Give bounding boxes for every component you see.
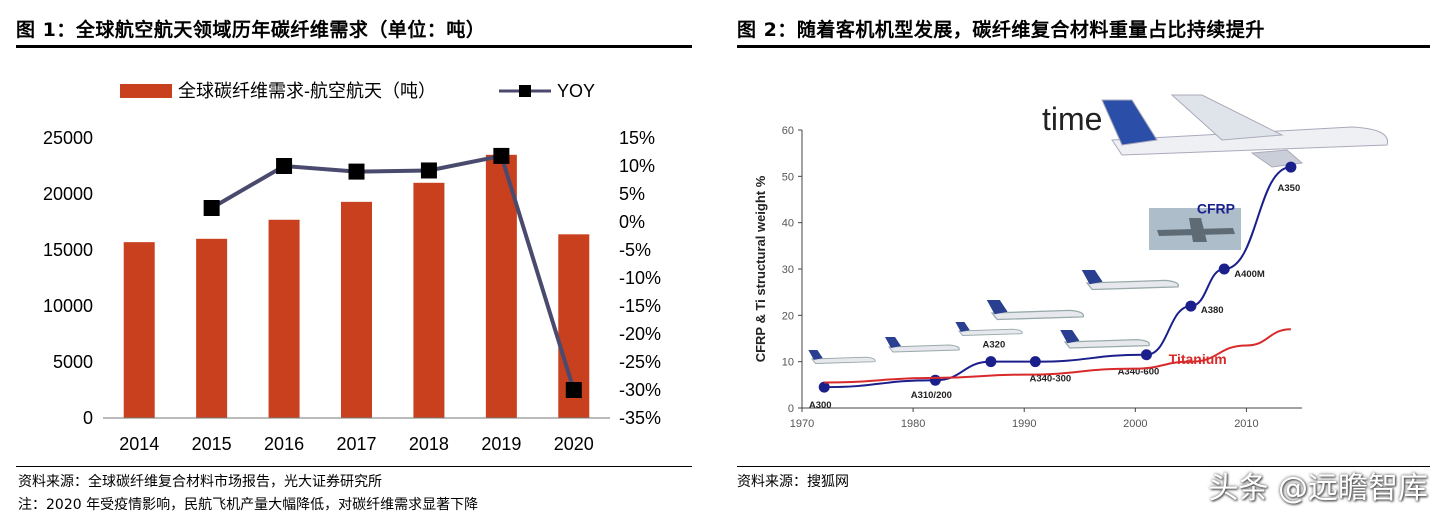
cfrp-point-label: A380 <box>1201 305 1224 316</box>
y2-tick-label: 0% <box>619 212 645 232</box>
y2-tick-label: -15% <box>619 296 661 316</box>
legend-line-label: YOY <box>557 81 595 101</box>
y-tick-label: 30 <box>782 264 794 276</box>
right-title-rule <box>737 45 1430 48</box>
a400m-photo <box>1149 208 1241 250</box>
y-tick-label: 20 <box>782 310 794 322</box>
y-tick-label: 15000 <box>43 240 93 260</box>
time-text: time <box>1042 101 1102 137</box>
x-tick-label: 2014 <box>119 434 159 454</box>
y-axis-label: CFRP & Ti structural weight % <box>753 175 768 362</box>
y2-tick-label: -35% <box>619 408 661 428</box>
aircraft-illustration <box>1081 270 1180 291</box>
y-tick-label: 20000 <box>43 184 93 204</box>
demand-bar-line-chart: 全球碳纤维需求-航空航天（吨） YOY 0 5000 10000 15000 20000 25… <box>43 81 661 454</box>
cfrp-point-label: A300 <box>809 400 832 411</box>
cfrp-point-label: A350 <box>1278 183 1301 194</box>
cfrp-point <box>1185 300 1197 312</box>
yoy-point <box>203 200 220 216</box>
x-tick-label: 2000 <box>1123 418 1147 430</box>
y-tick-label: 10 <box>782 357 794 369</box>
cfrp-point-label: A340-300 <box>1029 374 1071 385</box>
y-tick-label: 60 <box>782 125 794 137</box>
cfrp-point-label: A340-600 <box>1118 367 1160 378</box>
x-tick-label: 1990 <box>1012 418 1036 430</box>
x-tick-label: 2018 <box>409 434 449 454</box>
titanium-line <box>824 328 1291 384</box>
cfrp-point <box>985 356 997 368</box>
y2-tick-label: -30% <box>619 380 661 400</box>
y2-tick-label: -5% <box>619 240 651 260</box>
cfrp-point <box>1285 161 1297 173</box>
y2-tick-label: 5% <box>619 184 645 204</box>
cfrp-point <box>929 374 941 386</box>
y-tick-label: 10000 <box>43 296 93 316</box>
aircraft-illustration <box>1060 330 1150 349</box>
left-source-rule <box>16 466 692 467</box>
demand-bar <box>123 242 155 418</box>
left-note: 注：2020 年受疫情影响，民航飞机产量大幅降低，对碳纤维需求显著下降 <box>18 497 479 513</box>
legend-bar-label: 全球碳纤维需求-航空航天（吨） <box>178 81 436 101</box>
y2-tick-label: 10% <box>619 156 655 176</box>
cfrp-point-label: A400M <box>1234 269 1265 280</box>
yoy-point <box>565 382 582 398</box>
left-title-rule <box>16 45 692 48</box>
y2-tick-label: -10% <box>619 268 661 288</box>
titanium-series-label: Titanium <box>1169 351 1227 367</box>
x-tick-label: 2020 <box>554 434 594 454</box>
demand-bar <box>268 219 300 418</box>
demand-bar <box>485 154 517 419</box>
left-figure-panel: 图 1：全球航空航天领域历年碳纤维需求（单位：吨） 全球碳纤维需求-航空航天（吨… <box>0 0 700 519</box>
x-tick-label: 2016 <box>264 434 304 454</box>
yoy-point <box>493 147 510 164</box>
yoy-point <box>348 163 365 180</box>
right-figure-panel: 图 2：随着客机机型发展，碳纤维复合材料重量占比持续提升 0 10 20 30 40 50… <box>737 0 1442 519</box>
right-figure-title: 图 2：随着客机机型发展，碳纤维复合材料重量占比持续提升 <box>737 19 1265 41</box>
cfrp-point <box>1029 356 1041 368</box>
y-tick-label: 0 <box>83 408 93 428</box>
y-tick-label: 40 <box>782 218 794 230</box>
right-source-rule <box>737 466 1430 467</box>
x-tick-label: 2010 <box>1234 418 1258 430</box>
cfrp-point-label: A320 <box>983 340 1006 351</box>
left-source: 资料来源：全球碳纤维复合材料市场报告，光大证券研究所 <box>18 474 382 490</box>
cfrp-weight-chart: 0 10 20 30 40 50 60 1970 1980 1990 2000 2010 CFRP & … <box>753 94 1389 430</box>
yoy-line <box>210 153 576 391</box>
y-tick-label: 25000 <box>43 128 93 148</box>
y-tick-label: 50 <box>782 171 794 183</box>
cfrp-point <box>1140 349 1152 361</box>
y2-tick-label: -20% <box>619 324 661 344</box>
y2-tick-label: -25% <box>619 352 661 372</box>
y-tick-label: 0 <box>788 403 794 415</box>
yoy-point <box>276 158 293 174</box>
legend-line-marker <box>519 85 531 97</box>
cfrp-point <box>818 381 830 393</box>
legend-bar-swatch <box>120 84 172 98</box>
x-tick-label: 1970 <box>790 418 814 430</box>
a350-aircraft-illustration <box>1101 94 1389 168</box>
left-figure-title: 图 1：全球航空航天领域历年碳纤维需求（单位：吨） <box>16 19 486 41</box>
aircraft-illustration <box>955 322 1023 336</box>
cfrp-series-label: CFRP <box>1197 200 1235 216</box>
y-tick-label: 5000 <box>53 352 93 372</box>
demand-bar <box>413 182 445 418</box>
x-tick-label: 1980 <box>901 418 925 430</box>
x-tick-label: 2019 <box>481 434 521 454</box>
demand-bar <box>341 201 372 418</box>
x-tick-label: 2017 <box>336 434 376 454</box>
cfrp-point <box>1218 263 1230 275</box>
watermark: 头条 @远瞻智库 <box>1208 471 1428 506</box>
aircraft-illustration <box>986 300 1085 321</box>
demand-bar <box>196 238 228 418</box>
aircraft-illustration <box>885 337 960 353</box>
yoy-point <box>420 162 437 179</box>
right-source: 资料来源：搜狐网 <box>737 474 849 490</box>
x-tick-label: 2015 <box>192 434 232 454</box>
aircraft-illustration <box>808 350 876 364</box>
cfrp-point-label: A310/200 <box>911 390 952 401</box>
y2-tick-label: 15% <box>619 128 655 148</box>
